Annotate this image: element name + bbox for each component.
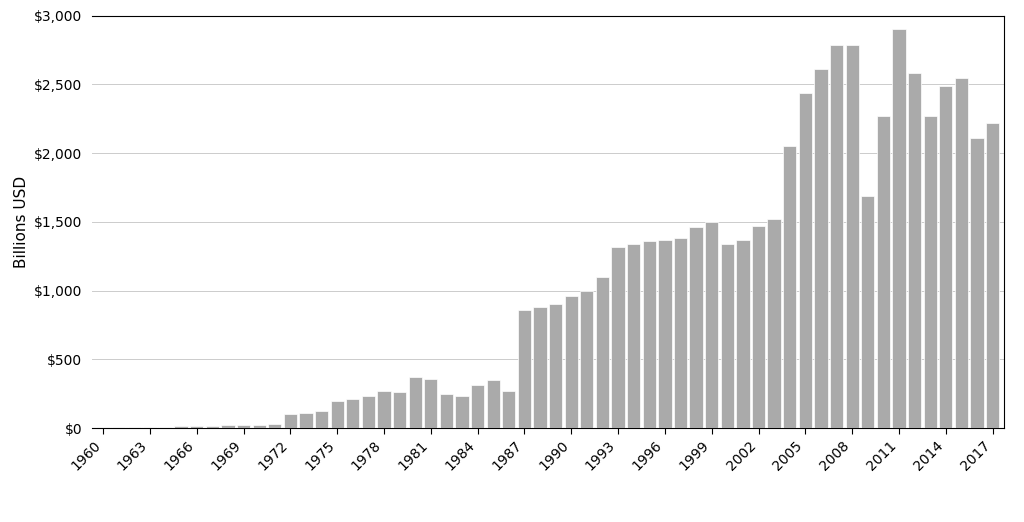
Bar (752, 226, 765, 428)
Bar (331, 400, 344, 428)
Bar (502, 391, 515, 428)
Bar (315, 411, 329, 428)
Bar (424, 379, 437, 428)
Bar (939, 86, 952, 428)
Bar (971, 138, 984, 428)
Bar (846, 44, 859, 428)
Bar (721, 244, 734, 428)
Bar (518, 310, 531, 428)
Bar (736, 240, 750, 428)
Bar (439, 394, 453, 428)
Bar (643, 241, 656, 428)
Bar (128, 427, 141, 428)
Bar (486, 380, 500, 428)
Y-axis label: Billions USD: Billions USD (13, 176, 29, 268)
Bar (954, 78, 968, 428)
Bar (112, 427, 125, 428)
Bar (924, 116, 937, 428)
Bar (378, 391, 390, 428)
Bar (409, 377, 422, 428)
Bar (237, 425, 250, 428)
Bar (361, 396, 375, 428)
Bar (564, 296, 578, 428)
Bar (596, 277, 609, 428)
Bar (674, 239, 687, 428)
Bar (814, 69, 827, 428)
Bar (549, 304, 562, 428)
Bar (221, 425, 234, 428)
Bar (206, 426, 219, 428)
Bar (861, 196, 874, 428)
Bar (284, 414, 297, 428)
Bar (159, 426, 172, 428)
Bar (581, 291, 594, 428)
Bar (299, 413, 312, 428)
Bar (799, 92, 812, 428)
Bar (190, 426, 204, 428)
Bar (986, 123, 999, 428)
Bar (658, 240, 672, 428)
Bar (471, 385, 484, 428)
Bar (689, 228, 702, 428)
Bar (627, 244, 640, 428)
Bar (829, 44, 843, 428)
Bar (706, 222, 718, 428)
Bar (767, 219, 780, 428)
Bar (877, 116, 890, 428)
Bar (892, 29, 905, 428)
Bar (611, 246, 625, 428)
Bar (174, 426, 187, 428)
Bar (253, 424, 266, 428)
Bar (143, 427, 157, 428)
Bar (908, 74, 922, 428)
Bar (346, 399, 359, 428)
Bar (534, 307, 547, 428)
Bar (783, 146, 797, 428)
Bar (268, 424, 282, 428)
Bar (456, 396, 469, 428)
Bar (393, 393, 407, 428)
